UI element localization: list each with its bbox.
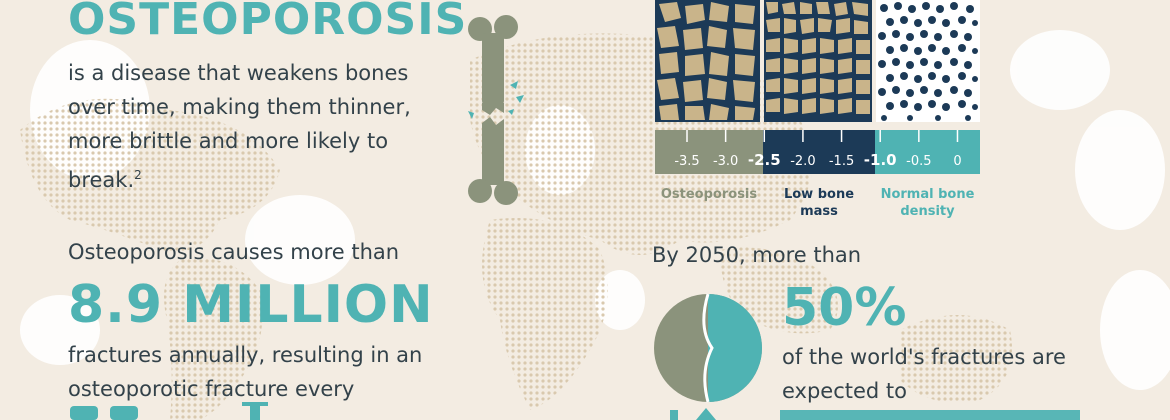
scale-tick-label: -3.5	[674, 154, 699, 169]
t-score-scale: -3.5 -3.0 -2.5 -2.0 -1.5 -1.0 -0.5 0	[655, 130, 980, 174]
fractures-body: fractures annually, resulting in an oste…	[68, 343, 423, 401]
fractures-intro: Osteoporosis causes more than	[68, 240, 400, 264]
scale-tick-label: -0.5	[906, 154, 931, 169]
intro-text: is a disease that weakens bones over tim…	[68, 61, 411, 192]
osteoporosis-texture	[655, 0, 760, 122]
broken-bone-icon	[468, 15, 524, 205]
scale-tick-label: -2.5	[748, 151, 781, 169]
bone-density-textures	[655, 0, 980, 122]
scale-segment-low-bone-mass	[763, 130, 875, 174]
footnote-marker: 2	[134, 168, 142, 182]
fracture-share-pie	[654, 293, 762, 403]
fractures-figure: 8.9 MILLION	[68, 275, 434, 335]
pie-slice-share	[708, 294, 762, 402]
projection-intro: By 2050, more than	[652, 243, 862, 267]
clipped-figure-decoration	[70, 402, 330, 420]
scale-tick-label: -2.0	[790, 154, 815, 169]
scale-tick-label: 0	[953, 154, 961, 169]
projection-body: of the world's fractures are expected to	[782, 345, 1066, 403]
scale-tick-label: -3.0	[713, 154, 738, 169]
clipped-headline-decoration	[670, 404, 1100, 420]
scale-segment-osteoporosis	[655, 130, 763, 174]
category-normal-bone-density: Normal bone density	[880, 187, 975, 219]
category-low-bone-mass: Low bone mass	[783, 187, 855, 219]
page-title: Osteoporosis	[68, 0, 468, 45]
scale-category-labels: Osteoporosis Low bone mass Normal bone d…	[655, 186, 980, 226]
pie-divider	[702, 293, 714, 403]
low-bone-mass-texture	[764, 0, 872, 122]
scale-segment-normal	[875, 130, 980, 174]
scale-tick-label: -1.5	[829, 154, 854, 169]
scale-tick-label: -1.0	[864, 151, 897, 169]
normal-bone-texture	[876, 0, 980, 122]
projection-figure: 50%	[782, 278, 907, 338]
category-osteoporosis: Osteoporosis	[660, 187, 758, 202]
